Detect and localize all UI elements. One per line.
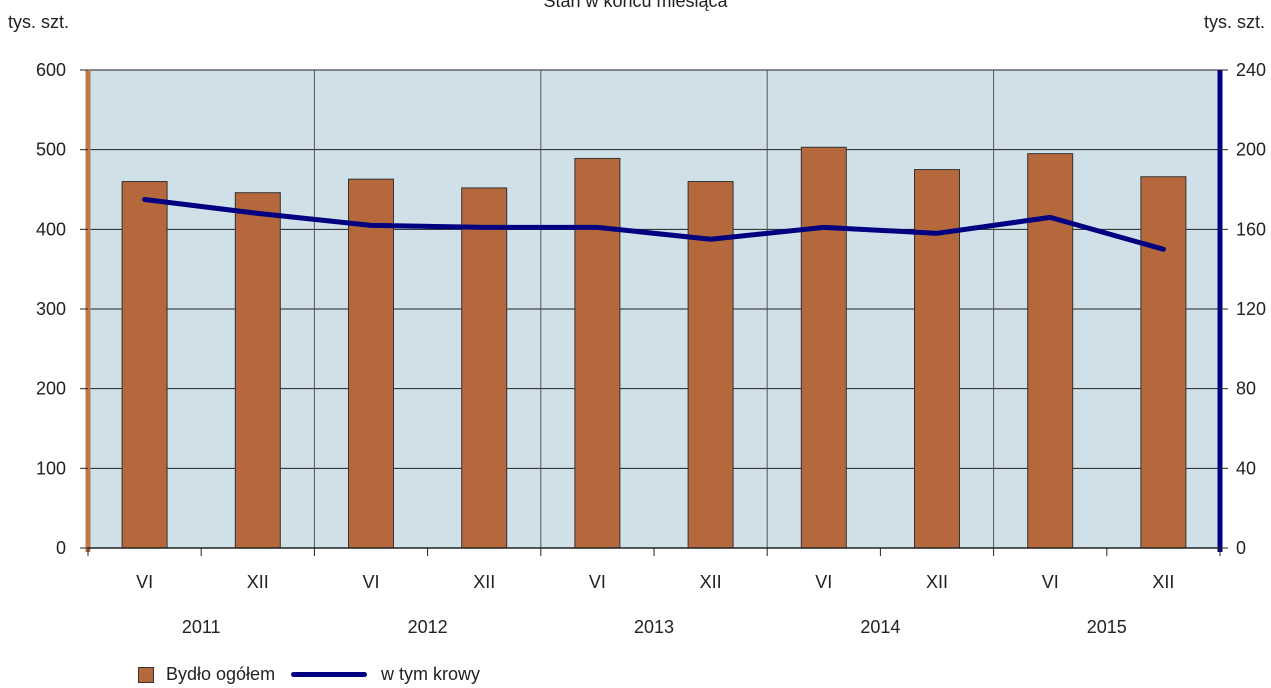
bar [1027,153,1074,549]
right-axis-unit: tys. szt. [1203,12,1265,32]
legend-label-line: w tym krowy [381,664,480,684]
line-series-krowy [142,196,1166,252]
left-tick-label: 500 [36,140,66,160]
year-label: 2011 [182,617,221,637]
category-label: VI [1042,572,1059,592]
left-tick-label: 0 [56,538,66,558]
legend-swatch-line [291,672,367,677]
category-label: XII [473,572,495,592]
left-tick-label: 300 [36,299,66,319]
right-tick-label: 200 [1236,140,1266,160]
year-label: 2015 [1087,617,1127,637]
legend: Bydło ogółem w tym krowy [0,664,1271,688]
bar [348,178,394,549]
combo-chart: 0 100 200 300 400 500 600 0 40 80 120 160 200 240 VI XI… [36,60,1266,637]
bar [574,157,621,549]
legend-item-bars: Bydło ogółem [138,664,275,685]
right-tick-label: 240 [1236,60,1266,80]
right-tick-label: 0 [1236,538,1246,558]
legend-swatch-bars [138,666,154,683]
category-label: VI [589,572,606,592]
year-label: 2014 [860,617,900,637]
bar [1140,176,1187,549]
bar [687,181,734,549]
bar [461,187,508,549]
left-tick-label: 100 [36,458,66,478]
left-axis-unit: tys. szt. [8,12,70,32]
left-tick-label: 200 [36,379,66,399]
legend-item-line: w tym krowy [291,664,480,685]
category-label: XII [926,572,948,592]
category-label: VI [362,572,379,592]
category-label: VI [136,572,153,592]
year-label: 2013 [634,617,674,637]
bar [800,146,847,549]
category-label: XII [700,572,722,592]
legend-label-bars: Bydło ogółem [166,664,276,684]
category-label: VI [815,572,832,592]
left-tick-label: 400 [36,219,66,239]
chart-title: Stan w końcu miesiąca [543,0,728,11]
right-tick-label: 160 [1236,219,1266,239]
right-tick-label: 40 [1236,458,1256,478]
bar [234,192,281,549]
category-label: XII [247,572,269,592]
bar [914,169,960,549]
left-tick-label: 600 [36,60,66,80]
right-tick-label: 80 [1236,379,1256,399]
year-label: 2012 [408,617,448,637]
right-tick-label: 120 [1236,299,1266,319]
bar [121,181,168,549]
category-label: XII [1152,572,1174,592]
